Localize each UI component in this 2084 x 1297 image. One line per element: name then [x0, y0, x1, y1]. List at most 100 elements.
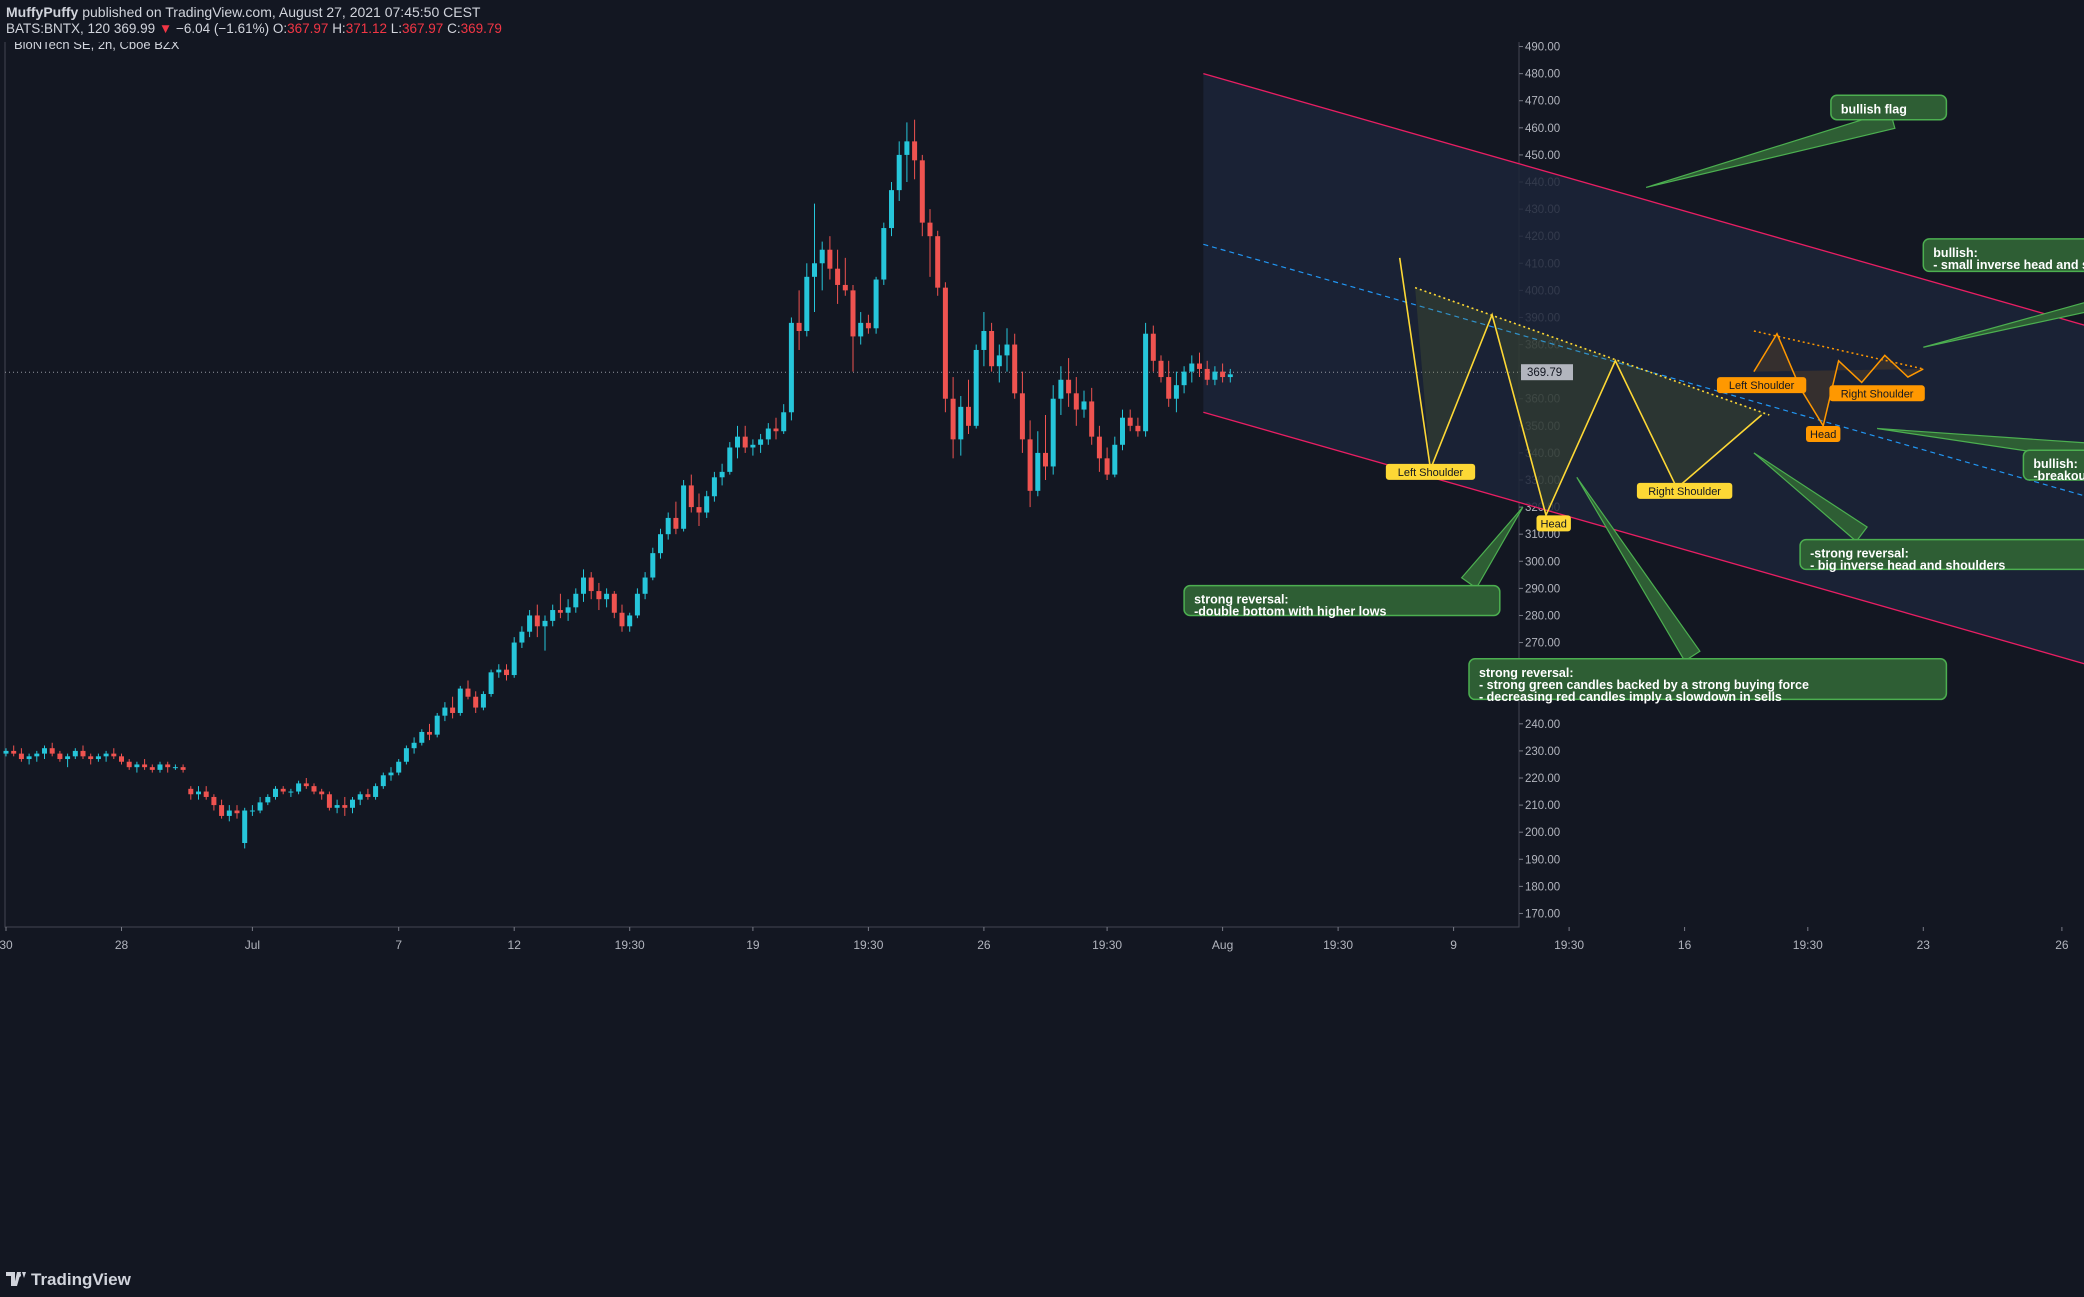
candle	[1120, 409, 1125, 451]
callout-text: - small inverse head and shoulders patte…	[1933, 258, 2084, 272]
candle	[1212, 366, 1218, 386]
candle	[750, 439, 756, 456]
candle-body	[1158, 360, 1164, 378]
candle-body	[827, 249, 833, 269]
candle-body	[565, 607, 571, 613]
candle	[534, 604, 540, 638]
candle-body	[557, 610, 563, 613]
candle	[326, 791, 332, 811]
x-tick-label: 7	[395, 938, 402, 952]
y-tick-label: 220.00	[1525, 773, 1560, 785]
candle-body	[326, 794, 332, 808]
candle-body	[927, 222, 933, 237]
pattern-label-text: Left Shoulder	[1398, 467, 1464, 479]
candles	[3, 119, 1233, 849]
candle	[203, 786, 209, 800]
candle	[488, 669, 494, 697]
candle-body	[850, 290, 856, 337]
candle-body	[950, 398, 956, 440]
candle	[57, 750, 63, 762]
tradingview-logo[interactable]: TradingView	[6, 1270, 131, 1290]
candle	[480, 691, 486, 711]
candle	[172, 764, 178, 770]
y-tick-label: 240.00	[1525, 719, 1560, 731]
pattern-label-text: Right Shoulder	[1648, 486, 1721, 498]
channel-upper-line	[1203, 73, 2084, 326]
candle-body	[719, 471, 725, 478]
candle-body	[65, 756, 71, 760]
x-tick-label: 26	[977, 938, 991, 952]
callout-text: - decreasing red candles imply a slowdow…	[1479, 690, 1782, 704]
candle	[896, 141, 902, 201]
last-price-badge-box	[1521, 364, 1573, 381]
candle-body	[142, 764, 148, 768]
candle	[773, 417, 779, 440]
candle	[280, 786, 286, 795]
y-tick-label: 470.00	[1525, 96, 1560, 108]
candle	[450, 696, 456, 719]
candle	[188, 786, 194, 800]
candle	[950, 377, 956, 459]
candle-body	[450, 707, 456, 713]
candle-body	[642, 577, 648, 594]
candle-body	[1197, 363, 1202, 369]
candle-body	[1043, 452, 1048, 467]
candle-body	[858, 322, 864, 337]
tradingview-logo-icon	[6, 1272, 26, 1286]
footer	[0, 1262, 2084, 1297]
candle-body	[527, 615, 533, 632]
x-tick-label: 19:30	[1793, 938, 1823, 952]
callout-tail	[1576, 476, 1701, 662]
pattern-label-box	[1636, 482, 1733, 499]
candle-body	[1173, 385, 1179, 399]
candle	[912, 119, 918, 180]
candle	[103, 750, 109, 762]
candle-body	[442, 707, 448, 716]
open-label: O:	[272, 21, 288, 36]
candle-body	[958, 406, 964, 440]
last-price-badge: 369.79	[1521, 364, 1573, 381]
x-tick-label: 16	[1678, 938, 1692, 952]
candle	[727, 442, 733, 475]
candle-body	[1127, 417, 1133, 426]
candle	[388, 767, 394, 781]
candle	[411, 737, 417, 754]
candle	[1227, 368, 1233, 383]
y-tick-label: 180.00	[1525, 881, 1560, 893]
callout: -strong reversal:- big inverse head and …	[1753, 452, 2084, 573]
candle	[1204, 360, 1210, 386]
candle-body	[504, 669, 509, 676]
candle	[981, 312, 987, 367]
candle	[465, 680, 471, 700]
candle-body	[1081, 401, 1087, 410]
candle-body	[611, 593, 617, 613]
candle-body	[1050, 398, 1056, 467]
close-value: 369.79	[460, 21, 502, 36]
candle	[265, 794, 271, 806]
candle	[427, 723, 432, 741]
candle	[611, 591, 617, 619]
candle	[180, 764, 186, 773]
candle	[781, 404, 787, 434]
candle	[996, 344, 1002, 383]
candle-body	[1012, 344, 1018, 394]
candle-body	[912, 141, 918, 161]
candle-body	[865, 322, 871, 329]
candle	[827, 236, 833, 280]
time-axis: 30 28 Jul 7 12 19:30 19 19:30 26 19:30 Aug 19:30 9 19…	[0, 927, 2069, 952]
candle	[858, 312, 864, 345]
candle-body	[550, 610, 556, 621]
candle	[1043, 414, 1048, 480]
callout-text: -double bottom with higher lows	[1194, 605, 1386, 619]
candle	[711, 471, 717, 502]
y-tick-label: 310.00	[1525, 529, 1560, 541]
candle-body	[172, 767, 178, 769]
candle-body	[966, 406, 971, 426]
x-tick-label: 28	[115, 938, 129, 952]
candle	[95, 753, 101, 762]
callout-box	[1183, 584, 1501, 617]
author-name[interactable]: MuffyPuffy	[6, 4, 79, 20]
candle-body	[196, 791, 201, 795]
candle-body	[581, 577, 586, 594]
